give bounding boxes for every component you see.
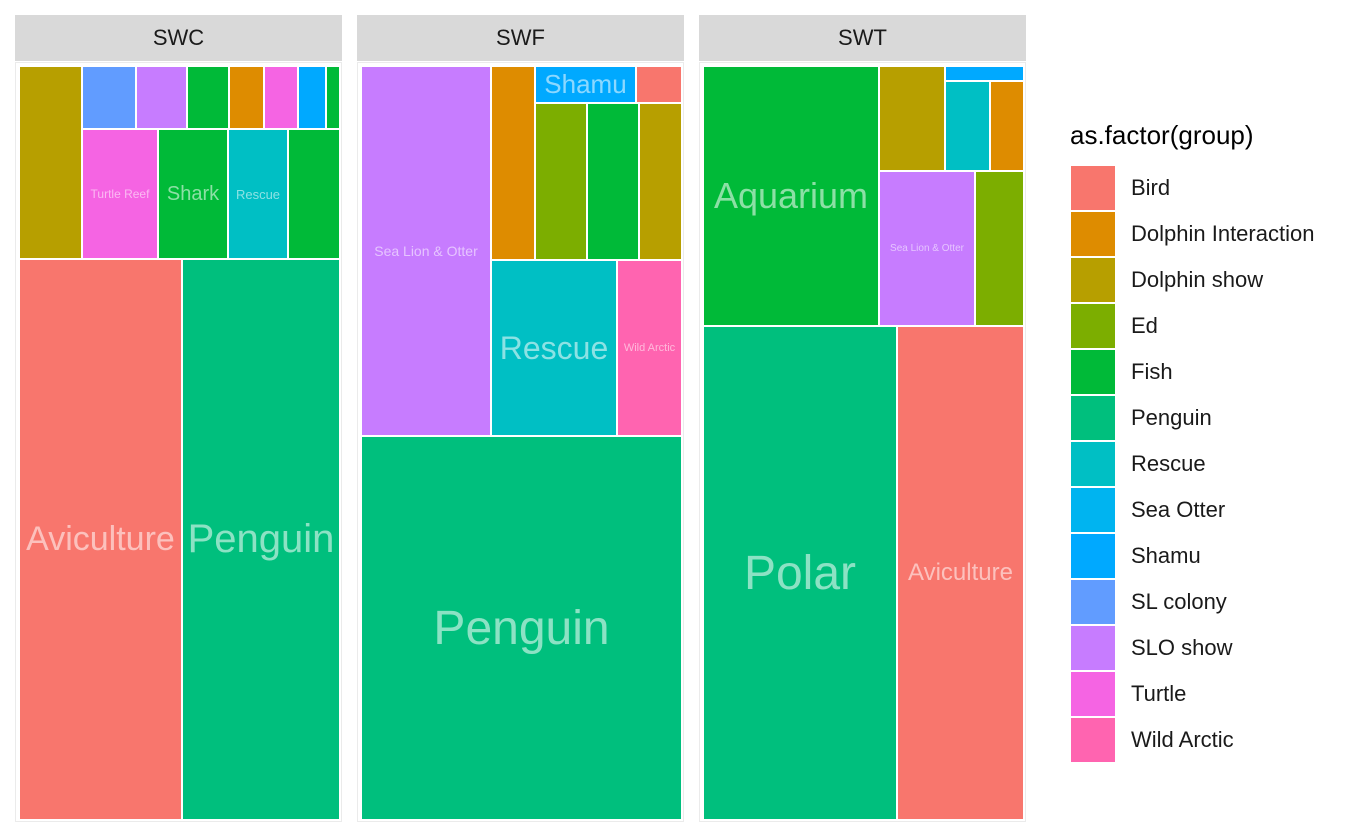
legend-key [1070,165,1116,211]
legend-item: Shamu [1070,533,1314,579]
tile-rescue: Rescue [228,129,288,259]
tile-fish [187,66,229,129]
legend-label: Rescue [1131,451,1206,476]
tile-label: Rescue [499,329,609,366]
legend-item: Dolphin Interaction [1070,211,1314,257]
legend-item: Penguin [1070,395,1314,441]
tile-dolphin-show [879,66,945,171]
tile-label: Penguin [187,517,335,561]
legend-key [1070,211,1116,257]
tile-sea-lion-otter: Sea Lion & Otter [361,66,491,436]
legend-label: Penguin [1131,405,1212,430]
tile-label: Shamu [544,69,627,99]
tile-label: Aquarium [713,175,869,216]
tile-turtle-reef: Turtle Reef [82,129,158,259]
legend-label: Shamu [1131,543,1201,568]
tile-ed [975,171,1024,326]
legend-title: as.factor(group) [1070,120,1254,150]
legend-item: Wild Arctic [1070,717,1314,763]
legend-label: Bird [1131,175,1171,200]
tile-shark: Shark [158,129,228,259]
legend-label: Wild Arctic [1131,727,1234,752]
legend-label: Ed [1131,313,1158,338]
facet-strip-swc: SWC [15,15,342,61]
tile-label: Aviculture [26,520,175,558]
tile-rescue [945,81,990,171]
tile-dolphin-interaction [229,66,264,129]
treemap-panel-swf: Penguin Sea Lion & Otter Rescue Wild Arc… [357,62,684,822]
facet-strip-swf: SWF [357,15,684,61]
tile-dolphin-show [639,103,682,260]
legend-item: Sea Otter [1070,487,1314,533]
legend-key [1070,579,1116,625]
legend-label: Turtle [1131,681,1187,706]
tile-shamu: Shamu [535,66,636,103]
legend-item: SLO show [1070,625,1314,671]
tile-fish [326,66,340,129]
legend-key [1070,671,1116,717]
legend-items: Bird Dolphin Interaction Dolphin show Ed Fis… [1070,165,1314,763]
legend-label: Fish [1131,359,1173,384]
legend-label: Sea Otter [1131,497,1226,522]
legend-item: Bird [1070,165,1314,211]
tile-slo-show [136,66,187,129]
legend-item: Ed [1070,303,1314,349]
legend-key [1070,487,1116,533]
tile-aviculture: Aviculture [19,259,182,820]
tile-bird [636,66,682,103]
legend-key [1070,349,1116,395]
tile-label: Shark [166,182,220,205]
legend-key [1070,533,1116,579]
legend-item: Turtle [1070,671,1314,717]
legend-key [1070,303,1116,349]
legend-key [1070,441,1116,487]
tile-shamu [298,66,326,129]
tile-aquarium: Aquarium [703,66,879,326]
treemap-panel-swt: Polar Aviculture Aquarium Sea Lion & Ott… [699,62,1026,822]
tile-fish [587,103,639,260]
tile-shamu [945,66,1024,81]
legend-item: Dolphin show [1070,257,1314,303]
legend-key [1070,717,1116,763]
tile-dolphin-interaction [990,81,1024,171]
tile-polar: Polar [703,326,897,820]
legend-item: Fish [1070,349,1314,395]
tile-wild-arctic: Wild Arctic [617,260,682,436]
tile-label: Sea Lion & Otter [374,243,478,259]
legend-key [1070,257,1116,303]
tile-sl-colony [82,66,136,129]
legend-item: SL colony [1070,579,1314,625]
treemap-panel-swc: Aviculture Penguin Turtle Reef Shark Res… [15,62,342,822]
tile-label: Polar [743,546,857,600]
tile-label: Penguin [433,601,610,655]
legend-label: Dolphin Interaction [1131,221,1315,246]
legend-key [1070,625,1116,671]
tile-dolphin-interaction [491,66,535,260]
tile-ed [535,103,587,260]
tile-turtle [264,66,298,129]
tile-label: Wild Arctic [623,342,676,354]
legend-label: SLO show [1131,635,1233,660]
tile-label: Aviculture [908,559,1013,586]
legend-label: SL colony [1131,589,1227,614]
tile-penguin: Penguin [361,436,682,820]
tile-label: Turtle Reef [90,187,150,201]
tile-dolphin-show [19,66,82,259]
tile-label: Rescue [235,186,281,202]
tile-label: Sea Lion & Otter [890,243,964,254]
legend: as.factor(group) Bird Dolphin Interaction… [1070,120,1314,763]
tile-aviculture: Aviculture [897,326,1024,820]
legend-item: Rescue [1070,441,1314,487]
tile-penguin: Penguin [182,259,340,820]
tile-fish [288,129,340,259]
facet-strip-swt: SWT [699,15,1026,61]
legend-label: Dolphin show [1131,267,1264,292]
tile-sea-lion-otter: Sea Lion & Otter [879,171,975,326]
tile-rescue: Rescue [491,260,617,436]
legend-key [1070,395,1116,441]
